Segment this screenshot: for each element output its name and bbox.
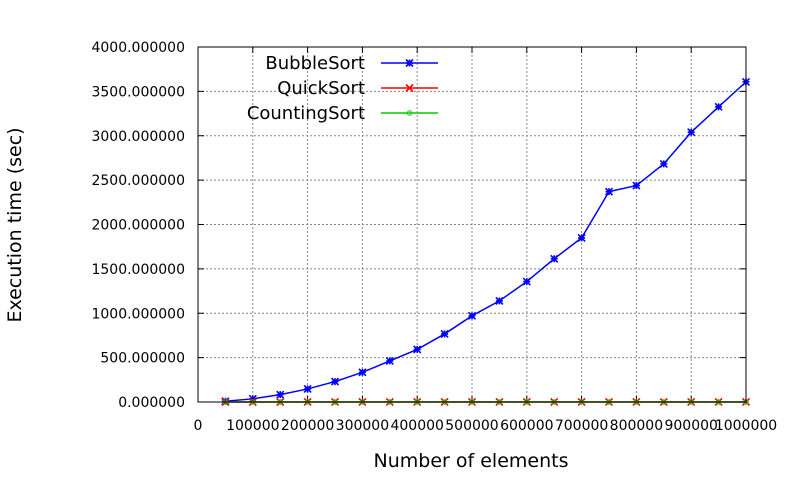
y-tick-label: 2500.000000 <box>91 173 185 189</box>
x-tick-label: 300000 <box>336 418 389 434</box>
legend-marker-quicksort <box>405 83 414 93</box>
bubblesort-point <box>495 296 504 305</box>
bubblesort-point <box>632 181 641 190</box>
bubblesort-line <box>225 81 747 402</box>
legend-label-bubblesort: BubbleSort <box>265 53 365 74</box>
legend: BubbleSort QuickSort CountingSort <box>247 53 438 124</box>
bubblesort-point <box>330 377 340 386</box>
series-group <box>221 77 751 407</box>
bubblesort-point <box>687 128 696 137</box>
y-tick-label: 2000.000000 <box>91 218 185 234</box>
y-tick-label: 500.000000 <box>100 351 185 367</box>
bubblesort-point <box>440 329 449 338</box>
x-tick-label: 200000 <box>281 418 334 434</box>
x-tick-label: 400000 <box>390 418 443 434</box>
bubblesort-point <box>604 187 614 196</box>
x-axis-title: Number of elements <box>374 450 569 472</box>
bubblesort-point <box>550 254 559 263</box>
y-tick-label: 0.000000 <box>118 395 185 411</box>
x-tick-labels: 0 100000 200000 300000 400000 500000 600000 700… <box>194 418 778 434</box>
bubblesort-point <box>248 394 257 403</box>
bubblesort-point <box>303 384 312 394</box>
y-tick-label: 4000.000000 <box>91 40 185 56</box>
bubblesort-point <box>522 277 531 286</box>
x-tick-label: 0 <box>194 418 203 434</box>
y-tick-label: 1500.000000 <box>91 262 185 278</box>
x-tick-label: 1000000 <box>715 418 777 434</box>
bubblesort-point <box>659 159 668 168</box>
x-tick-label: 500000 <box>445 418 498 434</box>
x-tick-label: 100000 <box>226 418 279 434</box>
y-tick-label: 3500.000000 <box>91 84 185 100</box>
bubblesort-point <box>714 102 723 111</box>
bubblesort-point <box>577 233 586 242</box>
y-tick-label: 1000.000000 <box>91 306 185 322</box>
plot-frame <box>197 46 747 403</box>
bubblesort-point <box>413 345 422 354</box>
legend-marker-countingsort <box>406 110 413 116</box>
x-tick-label: 700000 <box>555 418 608 434</box>
series-bubblesort <box>221 77 751 406</box>
legend-label-quicksort: QuickSort <box>277 78 365 99</box>
y-tick-label: 3000.000000 <box>91 129 185 145</box>
x-tick-label: 800000 <box>610 418 663 434</box>
legend-marker-bubblesort <box>405 58 414 68</box>
y-axis-title: Execution time (sec) <box>4 127 26 322</box>
x-tick-label: 600000 <box>500 418 553 434</box>
gridlines <box>198 47 746 402</box>
bubblesort-point <box>467 311 477 320</box>
bubblesort-point <box>385 356 394 365</box>
x-tick-label: 900000 <box>664 418 717 434</box>
bubblesort-point <box>276 390 285 399</box>
legend-label-countingsort: CountingSort <box>247 103 365 124</box>
bubblesort-point <box>358 368 367 377</box>
y-tick-labels: 0.000000 500.000000 1000.000000 1500.000000… <box>91 40 185 411</box>
